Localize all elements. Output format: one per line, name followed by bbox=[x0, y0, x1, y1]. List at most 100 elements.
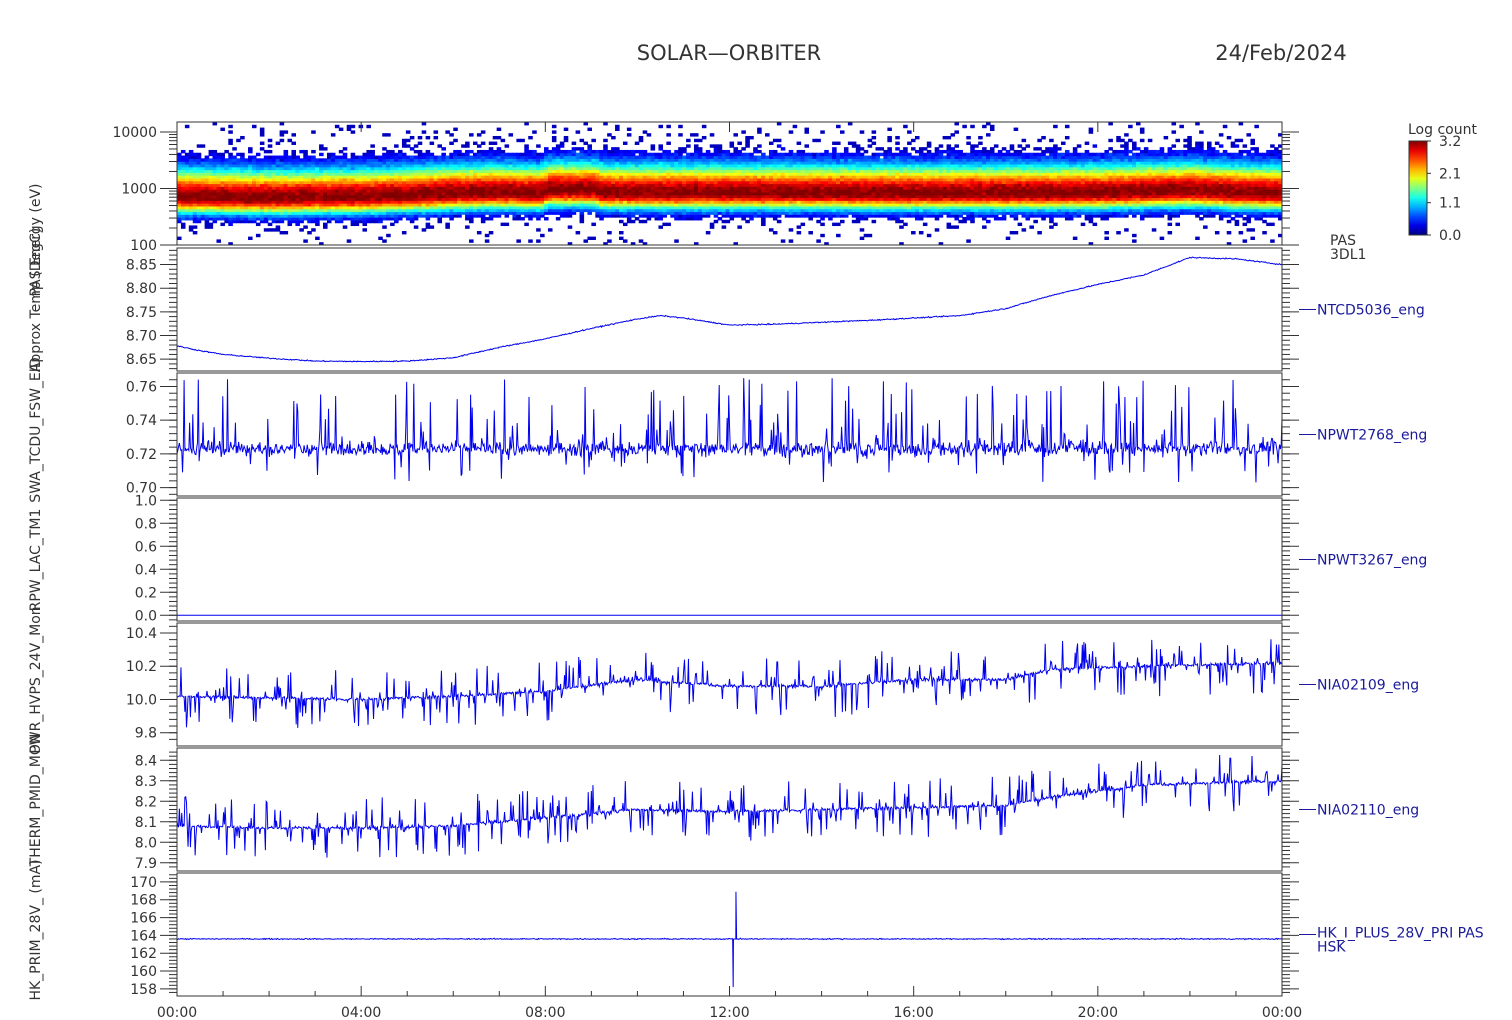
spectrogram-cell bbox=[251, 214, 257, 218]
spectrogram-cell bbox=[555, 158, 561, 162]
spectrogram-cell bbox=[259, 189, 265, 193]
spectrogram-cell bbox=[279, 175, 285, 179]
spectrogram-cell bbox=[342, 169, 348, 173]
spectrogram-cell bbox=[323, 214, 328, 218]
spectrogram-cell bbox=[536, 177, 541, 182]
spectrogram-cell bbox=[646, 169, 652, 173]
spectrogram-cell bbox=[753, 147, 758, 151]
spectrogram-cell bbox=[232, 214, 237, 218]
spectrogram-cell bbox=[899, 205, 904, 210]
spectrogram-cell bbox=[729, 183, 735, 187]
spectrogram-cell bbox=[745, 189, 750, 193]
spectrogram-cell bbox=[914, 194, 920, 199]
spectrogram-cell bbox=[658, 200, 664, 204]
spectrogram-cell bbox=[658, 180, 664, 185]
spectrogram-cell bbox=[772, 208, 778, 213]
spectrogram-cell bbox=[311, 175, 316, 179]
spectrogram-cell bbox=[709, 166, 715, 171]
spectrogram-cell bbox=[267, 189, 273, 193]
spectrogram-cell bbox=[279, 183, 285, 187]
spectrogram-cell bbox=[784, 175, 790, 179]
spectrogram-cell bbox=[307, 177, 312, 182]
spectrogram-cell bbox=[390, 222, 395, 227]
spectrogram-cell bbox=[717, 205, 723, 210]
spectrogram-cell bbox=[768, 208, 774, 213]
spectrogram-cell bbox=[291, 152, 296, 157]
spectrogram-cell bbox=[772, 211, 778, 215]
spectrogram-cell bbox=[445, 208, 450, 213]
spectrogram-cell bbox=[536, 203, 541, 207]
spectrogram-cell bbox=[555, 203, 561, 207]
spectrogram-cell bbox=[816, 203, 821, 207]
spectrogram-cell bbox=[619, 200, 624, 204]
spectrogram-cell bbox=[342, 194, 348, 199]
spectrogram-cell bbox=[599, 149, 604, 154]
spectrogram-cell bbox=[674, 169, 679, 173]
spectrogram-cell bbox=[350, 130, 356, 134]
spectrogram-cell bbox=[283, 205, 289, 210]
spectrogram-cell bbox=[445, 197, 450, 201]
spectrogram-cell bbox=[599, 155, 604, 159]
spectrogram-cell bbox=[220, 191, 225, 196]
spectrogram-cell bbox=[370, 172, 375, 176]
spectrogram-cell bbox=[433, 203, 439, 207]
spectrogram-cell bbox=[682, 161, 687, 165]
spectrogram-cell bbox=[212, 172, 218, 176]
spectrogram-cell bbox=[674, 177, 679, 182]
spectrogram-cell bbox=[772, 177, 778, 182]
spectrogram-cell bbox=[413, 225, 419, 229]
spectrogram-cell bbox=[244, 191, 249, 196]
spectrogram-cell bbox=[733, 180, 738, 185]
spectrogram-cell bbox=[772, 205, 778, 210]
spectrogram-cell bbox=[934, 197, 940, 201]
spectrogram-cell bbox=[528, 194, 533, 199]
spectrogram-cell bbox=[346, 163, 352, 168]
spectrogram-cell bbox=[899, 158, 904, 162]
spectrogram-cell bbox=[457, 205, 462, 210]
spectrogram-cell bbox=[358, 189, 364, 193]
spectrogram-cell bbox=[903, 222, 908, 227]
spectrogram-cell bbox=[630, 219, 636, 224]
spectrogram-cell bbox=[662, 189, 667, 193]
spectrogram-cell bbox=[780, 169, 786, 173]
spectrogram-cell bbox=[259, 203, 265, 207]
spectrogram-cell bbox=[693, 169, 699, 173]
spectrogram-cell bbox=[772, 161, 778, 165]
spectrogram-cell bbox=[721, 149, 727, 154]
spectrogram-cell bbox=[378, 211, 383, 215]
spectrogram-cell bbox=[319, 147, 324, 151]
spectrogram-cell bbox=[271, 217, 277, 221]
spectrogram-cell bbox=[559, 163, 565, 168]
spectrogram-cell bbox=[204, 169, 210, 173]
spectrogram-cell bbox=[808, 214, 813, 218]
spectrogram-cell bbox=[840, 163, 845, 168]
spectrogram-cell bbox=[855, 217, 861, 221]
spectrogram-cell bbox=[437, 205, 443, 210]
spectrogram-cell bbox=[449, 191, 454, 196]
spectrogram-cell bbox=[496, 191, 502, 196]
spectrogram-cell bbox=[899, 208, 904, 213]
spectrogram-cell bbox=[480, 161, 486, 165]
spectrogram-cell bbox=[792, 186, 798, 190]
spectrogram-cell bbox=[330, 203, 336, 207]
spectrogram-cell bbox=[374, 166, 379, 171]
spectrogram-cell bbox=[326, 189, 332, 193]
spectrogram-cell bbox=[263, 228, 269, 232]
spectrogram-cell bbox=[200, 191, 206, 196]
spectrogram-cell bbox=[338, 127, 344, 131]
spectrogram-cell bbox=[930, 166, 936, 171]
spectrogram-cell bbox=[879, 186, 885, 190]
spectrogram-cell bbox=[457, 211, 462, 215]
spectrogram-cell bbox=[232, 183, 237, 187]
y-axis-title: Approx Temp (DegC) bbox=[28, 228, 44, 372]
spectrogram-cell bbox=[378, 161, 383, 165]
spectrogram-cell bbox=[607, 194, 612, 199]
spectrogram-cell bbox=[611, 211, 616, 215]
spectrogram-cell bbox=[832, 180, 837, 185]
spectrogram-cell bbox=[895, 197, 900, 201]
spectrogram-cell bbox=[476, 166, 482, 171]
spectrogram-cell bbox=[563, 127, 569, 131]
spectrogram-cell bbox=[295, 194, 300, 199]
spectrogram-cell bbox=[472, 197, 478, 201]
spectrogram-cell bbox=[595, 189, 600, 193]
